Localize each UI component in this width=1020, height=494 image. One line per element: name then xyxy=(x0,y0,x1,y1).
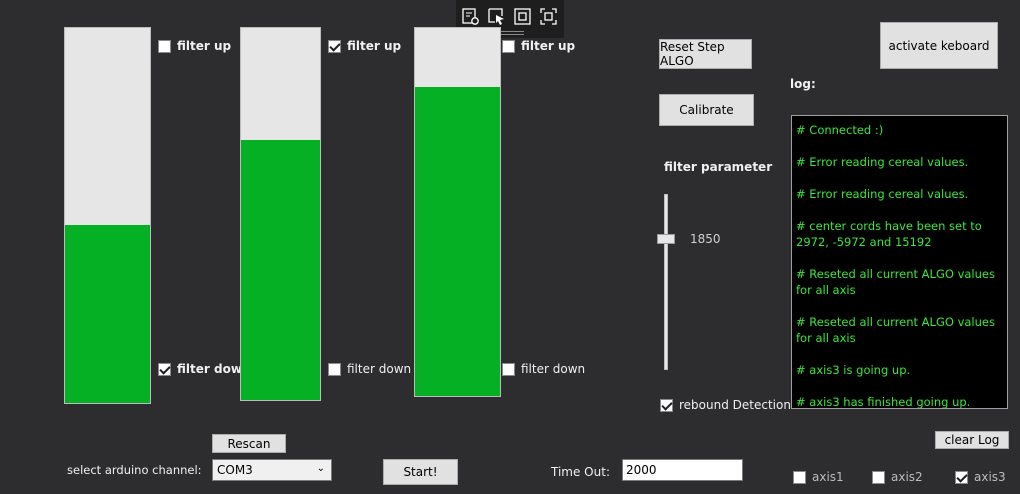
axis1-checkbox[interactable]: axis1 xyxy=(793,470,844,484)
log-output[interactable]: # Connected :) # Error reading cereal val… xyxy=(791,115,1008,409)
axis3-filter-down-checkbox[interactable]: filter down xyxy=(502,362,585,376)
axis1-progress-bar xyxy=(64,27,151,404)
checkbox-box[interactable] xyxy=(660,398,673,412)
log-line: # axis3 has finished going up. xyxy=(796,395,971,409)
axis3-progress-bar xyxy=(414,27,501,397)
log-line: # Connected :) xyxy=(796,123,884,137)
checkbox-box[interactable] xyxy=(793,470,806,484)
axis3-progress-fill xyxy=(415,86,500,396)
axis2-filter-down-checkbox[interactable]: filter down xyxy=(328,362,411,376)
calibrate-button[interactable]: Calibrate xyxy=(659,94,754,126)
log-line: # Reseted all current ALGO values for al… xyxy=(796,315,995,345)
track-focus-icon[interactable] xyxy=(540,8,558,26)
axis2-checkbox[interactable]: axis2 xyxy=(872,470,923,484)
checkbox-box[interactable] xyxy=(328,39,341,53)
reset-step-algo-button[interactable]: Reset Step ALGO xyxy=(659,39,752,69)
start-button[interactable]: Start! xyxy=(383,459,458,485)
filter-up-label: filter up xyxy=(177,39,232,53)
log-line: # center cords have been set to 2972, -5… xyxy=(796,219,982,249)
filter-down-label: filter down xyxy=(177,362,251,376)
select-element-icon[interactable] xyxy=(488,8,506,26)
checkbox-box[interactable] xyxy=(158,362,171,376)
log-line: # axis3 is going up. xyxy=(796,363,911,377)
axis3-checkbox[interactable]: axis3 xyxy=(955,470,1006,484)
log-line: # Error reading cereal values. xyxy=(796,187,969,201)
axis3-label: axis3 xyxy=(974,470,1006,484)
rebound-detection-checkbox[interactable]: rebound Detection xyxy=(660,398,791,412)
activate-keyboard-button[interactable]: activate keboard xyxy=(880,22,998,69)
checkbox-box[interactable] xyxy=(502,39,515,53)
chevron-down-icon: ⌄ xyxy=(316,463,325,474)
toolbar-grip[interactable] xyxy=(496,31,524,35)
rescan-button[interactable]: Rescan xyxy=(212,434,286,453)
axis2-label: axis2 xyxy=(891,470,923,484)
filter-down-label: filter down xyxy=(521,362,586,376)
live-visual-tree-icon[interactable] xyxy=(462,8,480,26)
checkbox-box[interactable] xyxy=(872,470,885,484)
log-line: # Error reading cereal values. xyxy=(796,155,969,169)
axis1-label: axis1 xyxy=(812,470,844,484)
axis3-filter-up-checkbox[interactable]: filter up xyxy=(502,39,575,53)
timeout-input[interactable]: 2000 xyxy=(622,459,743,481)
channel-select[interactable]: COM3 ⌄ xyxy=(212,459,332,481)
checkbox-box[interactable] xyxy=(502,362,515,376)
filter-down-label: filter down xyxy=(347,362,412,376)
log-line: # Reseted all current ALGO values for al… xyxy=(796,267,995,297)
filter-value-label: 1850 xyxy=(690,232,721,246)
clear-log-button[interactable]: clear Log xyxy=(935,431,1009,449)
filter-slider-track[interactable] xyxy=(664,194,668,370)
checkbox-box[interactable] xyxy=(328,362,341,376)
checkbox-box[interactable] xyxy=(955,470,968,484)
channel-select-value: COM3 xyxy=(217,463,253,477)
axis2-progress-bar xyxy=(240,27,321,401)
axis1-progress-fill xyxy=(65,224,150,403)
axis2-progress-fill xyxy=(241,139,320,400)
axis1-filter-down-checkbox[interactable]: filter down xyxy=(158,362,250,376)
rebound-detection-label: rebound Detection xyxy=(679,398,791,412)
axis2-filter-up-checkbox[interactable]: filter up xyxy=(328,39,401,53)
filter-parameter-label: filter parameter xyxy=(664,160,773,174)
display-layout-adorners-icon[interactable] xyxy=(514,8,532,26)
checkbox-box[interactable] xyxy=(158,39,171,53)
timeout-label: Time Out: xyxy=(551,465,610,479)
filter-slider-thumb[interactable] xyxy=(657,234,675,244)
axis1-filter-up-checkbox[interactable]: filter up xyxy=(158,39,231,53)
select-channel-label: select arduino channel: xyxy=(67,463,202,477)
filter-up-label: filter up xyxy=(347,39,402,53)
filter-up-label: filter up xyxy=(521,39,576,53)
log-label: log: xyxy=(790,77,816,91)
